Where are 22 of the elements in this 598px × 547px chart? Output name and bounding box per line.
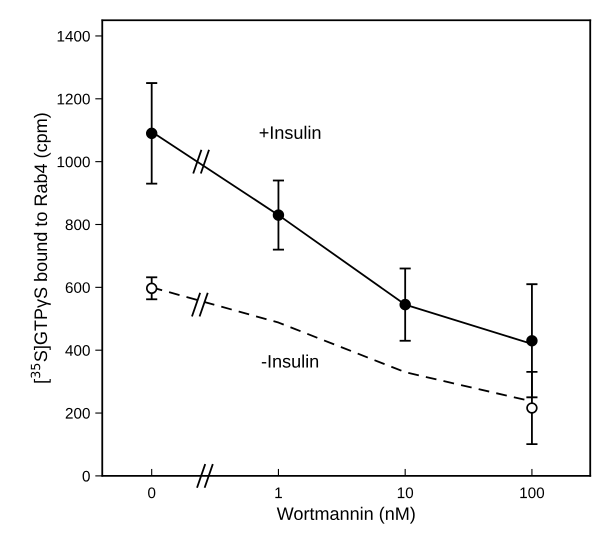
y-tick-label: 800 — [66, 219, 90, 230]
y-tick-label: 1400 — [58, 30, 90, 42]
x-tick-label: 10 — [398, 487, 414, 498]
point — [146, 128, 158, 140]
point — [526, 402, 538, 414]
x-axis-title: Wortmannin (nM) — [276, 506, 415, 524]
point — [272, 209, 284, 221]
y-tick-label: 400 — [65, 345, 90, 356]
y-axis-title: [$^{35}$S]GTPγS bound to Rab4 (cpm) — [30, 113, 51, 383]
y-tick-label: 1200 — [58, 94, 90, 104]
x-tick-label: 0 — [148, 487, 156, 498]
y-tick-label: 600 — [66, 282, 90, 294]
x-tick-label: 100 — [520, 487, 544, 498]
annotation: +Insulin — [260, 126, 320, 139]
point — [399, 298, 411, 310]
x-tick-label: 1 — [275, 488, 282, 498]
y-tick-label: 0 — [82, 470, 90, 482]
annotation: -Insulin — [262, 354, 318, 368]
y-tick-label: 200 — [66, 408, 90, 419]
point — [526, 335, 538, 346]
y-tick-label: 1000 — [58, 156, 90, 168]
point — [146, 282, 158, 294]
